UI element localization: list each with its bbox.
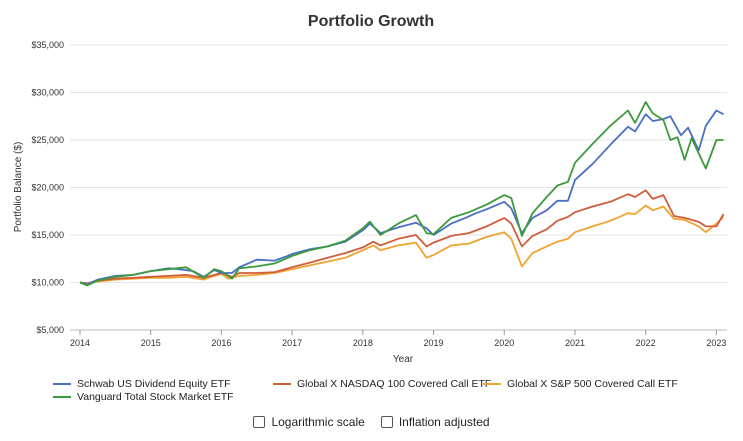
x-axis-ticks: 2014 2015 2016 2017 2018 2019 2020 2021 2022 2023 <box>70 330 726 348</box>
x-tick-label: 2020 <box>494 338 514 348</box>
series-line <box>79 101 724 287</box>
log-scale-label: Logarithmic scale <box>271 415 365 429</box>
series-line <box>79 204 725 285</box>
series-lines <box>79 101 725 287</box>
legend-swatch <box>53 383 71 385</box>
legend-swatch <box>483 383 501 385</box>
legend-label: Vanguard Total Stock Market ETF <box>77 391 234 403</box>
x-tick-label: 2023 <box>706 338 726 348</box>
y-axis-label: Portfolio Balance ($) <box>13 142 24 233</box>
y-tick-label: $10,000 <box>31 278 64 288</box>
series-line <box>79 109 724 286</box>
legend-item-xyld[interactable]: Global X S&P 500 Covered Call ETF <box>483 378 678 390</box>
inflation-toggle[interactable]: Inflation adjusted <box>380 415 490 429</box>
y-axis-ticks: $5,000 $10,000 $15,000 $20,000 $25,000 $30,00… <box>31 40 64 335</box>
legend-item-qyld[interactable]: Global X NASDAQ 100 Covered Call ETF <box>273 378 491 390</box>
x-tick-label: 2014 <box>70 338 90 348</box>
y-tick-label: $15,000 <box>31 230 64 240</box>
inflation-label: Inflation adjusted <box>398 415 490 429</box>
chart-svg: Portfolio Growth $5,000 $10,000 $15,000 $20… <box>13 13 727 365</box>
y-tick-label: $30,000 <box>31 88 64 98</box>
x-tick-label: 2016 <box>211 338 231 348</box>
grid-lines <box>70 44 727 331</box>
chart-title: Portfolio Growth <box>308 13 434 30</box>
x-axis-label: Year <box>393 354 414 365</box>
legend-item-vanguard[interactable]: Vanguard Total Stock Market ETF <box>53 391 234 403</box>
y-tick-label: $35,000 <box>31 40 64 50</box>
y-tick-label: $25,000 <box>31 135 64 145</box>
x-tick-label: 2022 <box>636 338 656 348</box>
legend-label: Global X S&P 500 Covered Call ETF <box>507 378 678 390</box>
x-tick-label: 2019 <box>424 338 444 348</box>
log-scale-toggle[interactable]: Logarithmic scale <box>253 415 365 429</box>
x-tick-label: 2017 <box>282 338 302 348</box>
x-tick-label: 2018 <box>353 338 373 348</box>
legend-swatch <box>53 396 71 398</box>
y-tick-label: $20,000 <box>31 183 64 193</box>
x-tick-label: 2021 <box>565 338 585 348</box>
legend-swatch <box>273 383 291 385</box>
y-tick-label: $5,000 <box>36 325 64 335</box>
legend-label: Global X NASDAQ 100 Covered Call ETF <box>297 378 492 390</box>
chart-controls: Logarithmic scale Inflation adjusted <box>0 415 743 429</box>
legend-label: Schwab US Dividend Equity ETF <box>77 378 231 390</box>
inflation-checkbox[interactable] <box>380 416 393 428</box>
legend-item-schwab[interactable]: Schwab US Dividend Equity ETF <box>53 378 230 390</box>
x-tick-label: 2015 <box>141 338 161 348</box>
log-scale-checkbox[interactable] <box>253 416 266 428</box>
